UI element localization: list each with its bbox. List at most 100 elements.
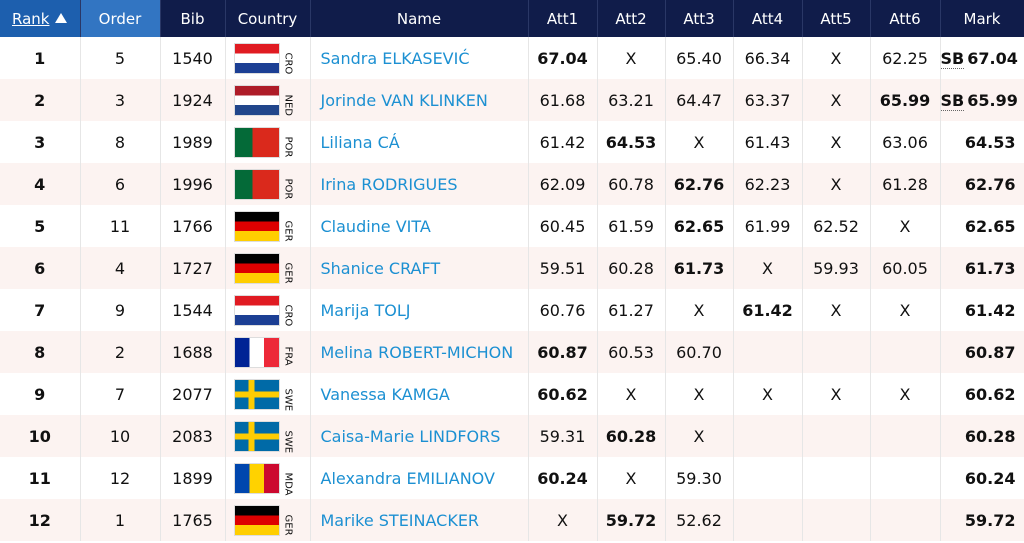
attempt-empty	[870, 331, 941, 373]
bib: 1688	[160, 331, 226, 373]
attempt: 61.42	[733, 289, 803, 331]
rank: 4	[0, 163, 81, 205]
attempt: 60.76	[528, 289, 598, 331]
header-label: Att6	[889, 9, 921, 28]
flag	[233, 504, 280, 536]
mark: SB 67.04	[940, 37, 1024, 79]
athlete-name[interactable]: Marija TOLJ	[310, 289, 529, 331]
header-row: Rank Order Bib Country Name Att1 Att2 Att3 Att4 A…	[0, 0, 1024, 37]
country: POR	[225, 163, 311, 205]
flag	[233, 378, 280, 410]
attempt: 60.78	[597, 163, 666, 205]
order: 2	[80, 331, 161, 373]
bib: 1989	[160, 121, 226, 163]
attempt: 66.34	[733, 37, 803, 79]
mark-value: 60.87	[964, 342, 1016, 362]
rank: 9	[0, 373, 81, 415]
country-code: SWE	[282, 388, 293, 411]
country-code: GER	[282, 220, 293, 242]
attempt-empty	[733, 457, 803, 499]
attempt: 62.23	[733, 163, 803, 205]
attempt-empty	[733, 499, 803, 541]
country-code: CRO	[282, 304, 293, 326]
column-header: Order	[80, 0, 161, 37]
flag	[233, 420, 280, 452]
result-row: 2 3 1924 NED Jorinde VAN KLINKEN 61.68 63.21 64…	[0, 79, 1024, 121]
mark: 64.53	[940, 121, 1024, 163]
athlete-name[interactable]: Vanessa KAMGA	[310, 373, 529, 415]
athlete-name[interactable]: Shanice CRAFT	[310, 247, 529, 289]
attempt: 63.21	[597, 79, 666, 121]
attempt: X	[870, 205, 941, 247]
header-label: Att1	[546, 9, 579, 28]
result-row: 1 5 1540 CRO Sandra ELKASEVIĆ 67.04 X 65.40 66.3…	[0, 37, 1024, 79]
attempt: 60.45	[528, 205, 598, 247]
bib: 1899	[160, 457, 226, 499]
mark: 61.73	[940, 247, 1024, 289]
attempt: 62.09	[528, 163, 598, 205]
mark: 59.72	[940, 499, 1024, 541]
rank: 5	[0, 205, 81, 247]
athlete-name[interactable]: Caisa-Marie LINDFORS	[310, 415, 529, 457]
attempt: 62.65	[665, 205, 734, 247]
athlete-name[interactable]: Liliana CÁ	[310, 121, 529, 163]
attempt: X	[802, 163, 871, 205]
attempt: 63.06	[870, 121, 941, 163]
result-row: 8 2 1688 FRA Melina ROBERT-MICHON 60.87 60.53 6…	[0, 331, 1024, 373]
attempt: 61.42	[528, 121, 598, 163]
column-header: Mark	[940, 0, 1024, 37]
flag	[233, 462, 280, 494]
mark-value: 59.72	[964, 510, 1016, 530]
mark-value: 60.28	[964, 426, 1016, 446]
mark-value: 62.65	[964, 216, 1016, 236]
attempt-empty	[870, 415, 941, 457]
attempt: 61.99	[733, 205, 803, 247]
rank: 3	[0, 121, 81, 163]
athlete-name[interactable]: Sandra ELKASEVIĆ	[310, 37, 529, 79]
attempt: X	[665, 121, 734, 163]
flag	[233, 84, 280, 116]
attempt: 59.72	[597, 499, 666, 541]
result-row: 12 1 1765 GER Marike STEINACKER X 59.72 52.62 59…	[0, 499, 1024, 541]
attempt-empty	[733, 331, 803, 373]
attempt: 60.28	[597, 415, 666, 457]
attempt-empty	[870, 499, 941, 541]
mark-value: 64.53	[964, 132, 1016, 152]
bib: 1727	[160, 247, 226, 289]
column-header: Bib	[160, 0, 226, 37]
header-label[interactable]: Rank	[12, 9, 50, 28]
attempt: 61.27	[597, 289, 666, 331]
attempt: X	[802, 37, 871, 79]
mark: 61.42	[940, 289, 1024, 331]
country: CRO	[225, 37, 311, 79]
attempt: 60.62	[528, 373, 598, 415]
athlete-name[interactable]: Irina RODRIGUES	[310, 163, 529, 205]
column-header: Att3	[665, 0, 734, 37]
flag	[233, 210, 280, 242]
athlete-name[interactable]: Marike STEINACKER	[310, 499, 529, 541]
attempt: 62.76	[665, 163, 734, 205]
header-label: Att4	[751, 9, 784, 28]
attempt: 61.43	[733, 121, 803, 163]
flag	[233, 42, 280, 74]
bib: 1924	[160, 79, 226, 121]
athlete-name[interactable]: Alexandra EMILIANOV	[310, 457, 529, 499]
attempt: 62.52	[802, 205, 871, 247]
athlete-name[interactable]: Melina ROBERT-MICHON	[310, 331, 529, 373]
mark: 62.76	[940, 163, 1024, 205]
column-header[interactable]: Rank	[0, 0, 81, 37]
athlete-name[interactable]: Jorinde VAN KLINKEN	[310, 79, 529, 121]
athlete-name[interactable]: Claudine VITA	[310, 205, 529, 247]
attempt: 61.68	[528, 79, 598, 121]
order: 12	[80, 457, 161, 499]
rank: 2	[0, 79, 81, 121]
country-code: MDA	[282, 472, 293, 495]
bib: 1765	[160, 499, 226, 541]
attempt: 61.59	[597, 205, 666, 247]
attempt: 61.73	[665, 247, 734, 289]
order: 4	[80, 247, 161, 289]
order: 8	[80, 121, 161, 163]
attempt: 60.24	[528, 457, 598, 499]
